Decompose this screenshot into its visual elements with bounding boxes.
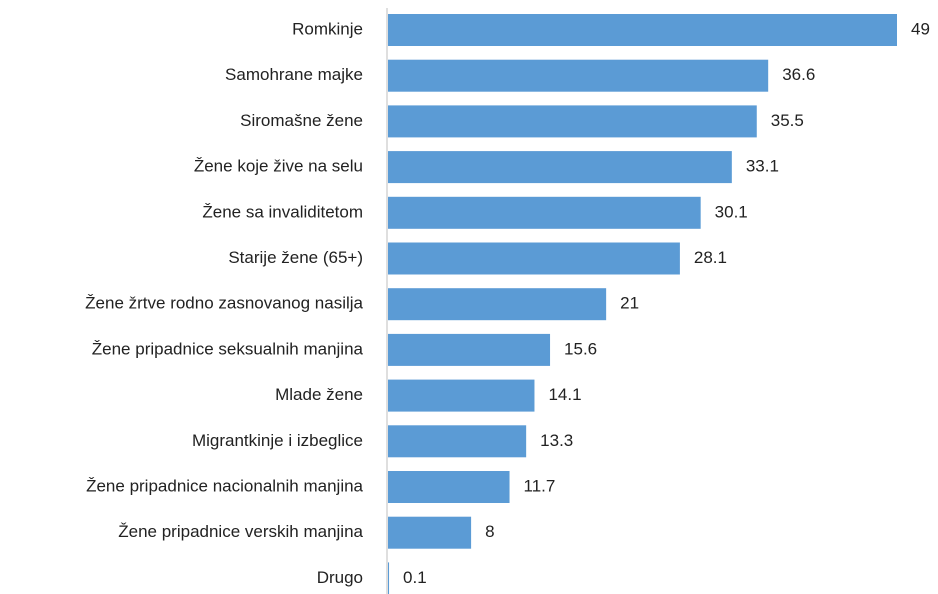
bar [388, 59, 769, 92]
bar [388, 288, 607, 321]
value-label: 0.1 [403, 568, 427, 587]
category-label: Žene pripadnice seksualnih manjina [92, 339, 364, 358]
value-label: 28.1 [694, 248, 727, 267]
value-label: 33.1 [746, 157, 779, 176]
bar [388, 516, 472, 549]
bar [388, 425, 527, 458]
category-label: Žene pripadnice nacionalnih manjina [86, 476, 363, 495]
value-label: 13.3 [540, 431, 573, 450]
value-label: 11.7 [524, 476, 556, 495]
value-label: 8 [485, 522, 494, 541]
bar [388, 105, 757, 138]
bar [388, 562, 390, 594]
category-label: Drugo [317, 568, 363, 587]
value-label: 14.1 [548, 385, 581, 404]
value-label: 35.5 [771, 111, 804, 130]
bar [388, 151, 732, 184]
value-label: 36.6 [782, 65, 815, 84]
category-label: Starije žene (65+) [228, 248, 363, 267]
value-label: 15.6 [564, 339, 597, 358]
category-label: Mlade žene [275, 385, 363, 404]
value-label: 49 [911, 19, 930, 38]
value-label: 21 [620, 294, 639, 313]
category-label: Žene sa invaliditetom [202, 202, 363, 221]
value-label: 30.1 [715, 202, 748, 221]
category-label: Romkinje [292, 19, 363, 38]
bar [388, 333, 551, 366]
bar [388, 14, 897, 46]
bar [388, 196, 701, 229]
category-label: Žene koje žive na selu [194, 157, 363, 176]
category-label: Siromašne žene [240, 111, 363, 130]
category-label: Žene žrtve rodno zasnovanog nasilja [85, 294, 363, 313]
category-label: Migrantkinje i izbeglice [192, 431, 363, 450]
bar [388, 242, 680, 275]
bar [388, 379, 535, 412]
category-label: Žene pripadnice verskih manjina [118, 522, 363, 541]
bar [388, 471, 510, 503]
category-label: Samohrane majke [225, 65, 363, 84]
